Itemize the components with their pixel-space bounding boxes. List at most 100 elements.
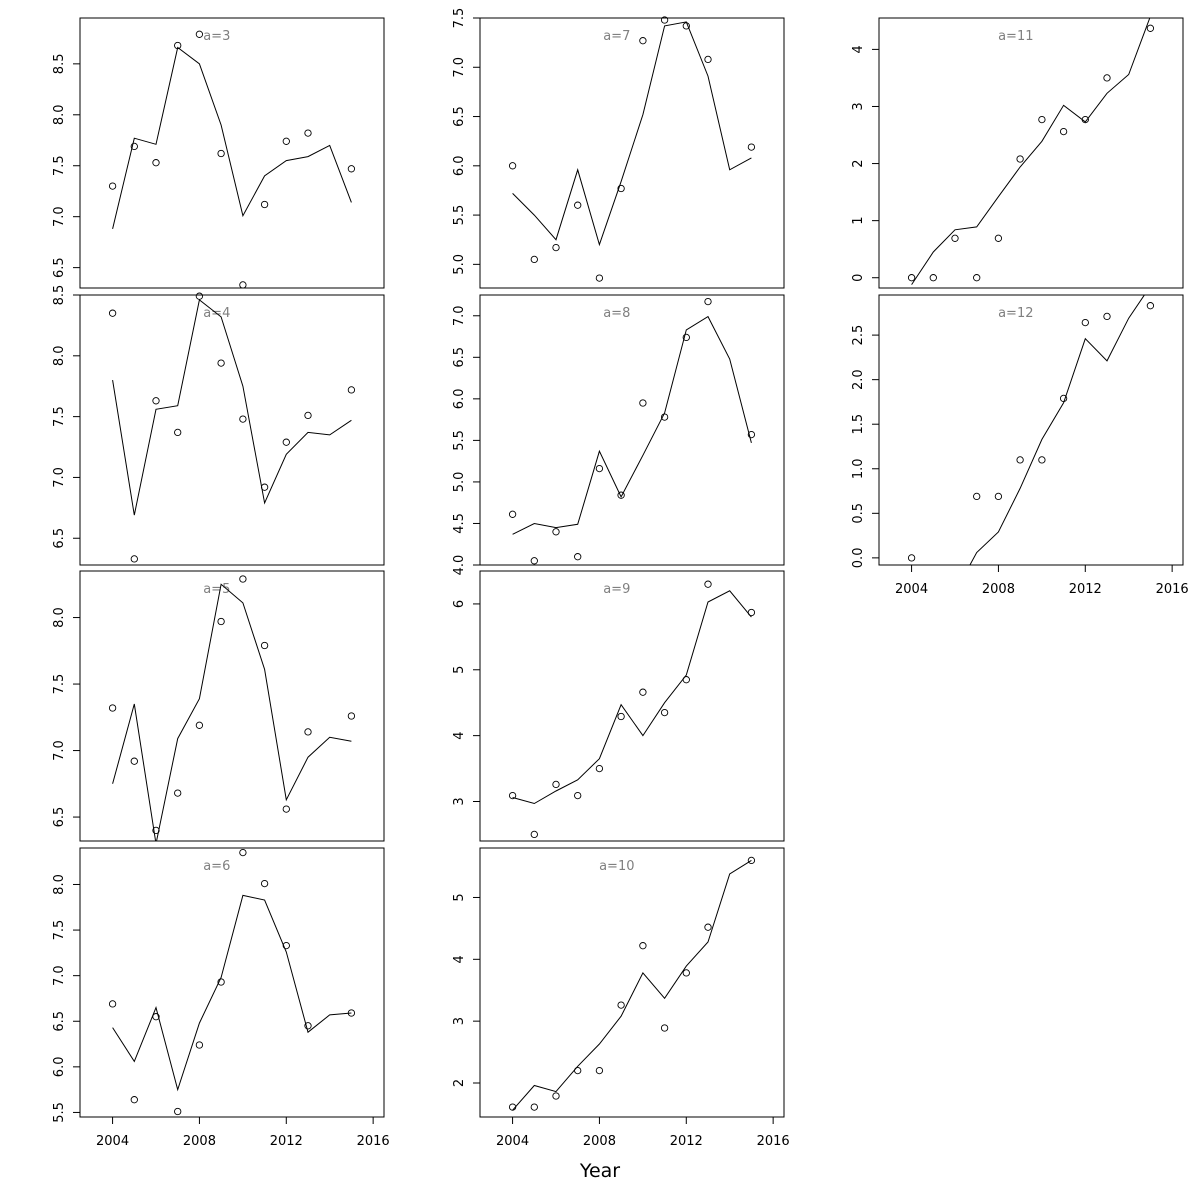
observed-point	[282, 438, 290, 446]
fitted-line	[512, 315, 752, 535]
panel-a-5: 6.5 7.0 7.5 8.0 a=5	[52, 570, 385, 842]
x-tick-label: 2008	[183, 1134, 216, 1149]
observed-point	[508, 1103, 517, 1111]
observed-point	[130, 142, 138, 151]
observed-point	[508, 162, 517, 170]
observed-point	[239, 281, 247, 289]
observed-point	[347, 165, 356, 173]
y-tick-label: 0.0	[851, 548, 866, 569]
observed-point	[704, 580, 712, 588]
observed-point	[994, 234, 1003, 242]
y-tick-label: 7.5	[52, 406, 67, 427]
y-tick-label: 4.5	[452, 513, 467, 534]
observed-point	[994, 492, 1003, 501]
x-tick-label: 2012	[670, 1134, 703, 1149]
observed-point	[530, 1103, 538, 1111]
panel-a-9: 3 4 5 6 a=9	[452, 570, 785, 842]
x-tick-label: 2016	[357, 1134, 390, 1149]
observed-point	[1081, 115, 1089, 124]
observed-point	[108, 1000, 117, 1008]
panel-title: a=3	[203, 29, 230, 44]
observed-point	[195, 30, 204, 38]
y-tick-label: 6.0	[452, 389, 467, 410]
observed-point	[239, 848, 247, 857]
y-tick-label: 8.5	[52, 285, 67, 306]
observed-point	[617, 491, 625, 499]
observed-point	[574, 553, 582, 561]
observed-point	[973, 274, 981, 282]
y-tick-label: 8.5	[52, 54, 67, 75]
observed-point	[508, 510, 517, 518]
y-tick-label: 6.0	[52, 1057, 67, 1078]
plot-frame	[79, 570, 385, 842]
fitted-line	[112, 583, 352, 841]
observed-point	[1103, 312, 1111, 321]
observed-point	[574, 201, 582, 209]
observed-point	[217, 149, 225, 158]
observed-point	[660, 413, 669, 421]
y-tick-label: 7.5	[452, 8, 467, 29]
observed-point	[174, 428, 182, 437]
observed-point	[152, 826, 160, 835]
observed-point	[1146, 24, 1155, 32]
observed-point	[108, 182, 117, 190]
observed-point	[1016, 155, 1024, 163]
observed-point	[282, 805, 290, 813]
y-tick-label: 6.5	[52, 1011, 67, 1032]
y-tick-label: 6.5	[52, 807, 67, 828]
observed-point	[660, 708, 669, 717]
plot-frame	[79, 294, 385, 566]
fitted-line	[112, 894, 352, 1092]
observed-point	[152, 159, 160, 167]
observed-point	[1038, 115, 1046, 124]
y-tick-label: 2	[452, 1079, 467, 1087]
y-tick-label: 3	[851, 102, 866, 110]
observed-point	[682, 969, 690, 977]
panel-a-10: 2 3 4 5 2004 2008 2012 2016 a=10	[452, 847, 790, 1149]
observed-point	[260, 483, 269, 491]
y-tick-label: 2	[851, 159, 866, 167]
observed-point	[617, 1001, 625, 1009]
observed-point	[530, 830, 538, 839]
x-tick-label: 2008	[982, 582, 1015, 597]
y-tick-label: 4.0	[452, 555, 467, 576]
y-tick-label: 1	[851, 217, 866, 225]
observed-point	[260, 879, 269, 888]
observed-point	[260, 641, 269, 650]
observed-point	[304, 1022, 312, 1030]
observed-point	[951, 234, 959, 242]
y-tick-label: 5.0	[452, 472, 467, 493]
observed-point	[108, 704, 117, 712]
observed-point	[574, 791, 582, 800]
observed-point	[217, 617, 225, 626]
observed-point	[1038, 456, 1046, 464]
plot-frame	[878, 17, 1184, 289]
observed-point	[704, 297, 712, 306]
observed-point	[639, 399, 647, 407]
y-tick-label: 7.0	[52, 740, 67, 761]
panel-title: a=7	[603, 29, 630, 44]
y-tick-label: 0.5	[851, 503, 866, 524]
observed-point	[595, 274, 604, 282]
plot-frame	[878, 294, 1184, 566]
observed-point	[1103, 74, 1111, 82]
observed-point	[152, 397, 160, 405]
y-tick-label: 6.5	[452, 347, 467, 368]
x-tick-label: 2004	[496, 1134, 529, 1149]
y-tick-label: 3	[452, 1017, 467, 1025]
y-tick-label: 4	[452, 955, 467, 963]
fitted-line	[112, 299, 352, 516]
observed-point	[682, 333, 690, 342]
observed-point	[195, 1041, 204, 1049]
observed-point	[195, 292, 204, 300]
observed-point	[660, 16, 669, 24]
y-tick-label: 2.5	[851, 325, 866, 346]
fitted-line	[969, 295, 1145, 565]
panel-title: a=6	[203, 859, 230, 874]
x-tick-label: 2008	[583, 1134, 616, 1149]
panel-a-3: 6.5 7.0 7.5 8.0 8.5 a=3	[52, 17, 385, 289]
panel-title: a=12	[998, 306, 1033, 321]
y-tick-label: 7.0	[52, 965, 67, 986]
y-tick-label: 6.5	[52, 257, 67, 278]
y-tick-label: 8.0	[52, 874, 67, 895]
